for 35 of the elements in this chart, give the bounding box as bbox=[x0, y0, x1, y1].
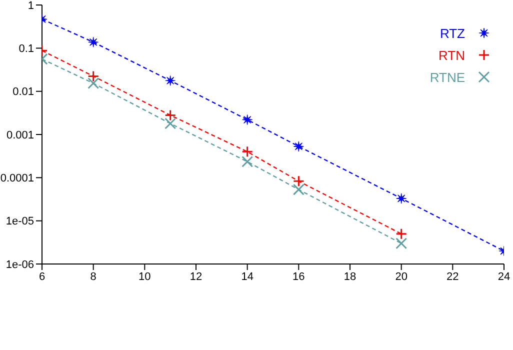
point bbox=[242, 156, 254, 168]
point bbox=[165, 75, 176, 86]
x-tick-label: 22 bbox=[446, 270, 459, 283]
legend-label: RTZ bbox=[440, 26, 465, 40]
point bbox=[293, 141, 304, 152]
point bbox=[242, 146, 254, 158]
x-tick-label: 18 bbox=[344, 270, 356, 283]
y-tick-label: 0.0001 bbox=[0, 172, 34, 185]
y-tick-label: 0.001 bbox=[6, 129, 34, 142]
point bbox=[292, 175, 304, 187]
legend-label: RTN bbox=[438, 48, 465, 62]
point bbox=[292, 184, 304, 196]
x-tick-label: 20 bbox=[395, 270, 408, 283]
point bbox=[396, 238, 408, 250]
x-tick-label: 10 bbox=[138, 270, 151, 283]
legend-label: RTNE bbox=[430, 70, 465, 84]
x-tick-label: 12 bbox=[190, 270, 202, 283]
y-tick-label: 0.01 bbox=[12, 86, 34, 98]
x-tick-label: 24 bbox=[498, 270, 510, 283]
point bbox=[164, 109, 176, 121]
point bbox=[164, 118, 176, 130]
point bbox=[88, 77, 100, 89]
point bbox=[88, 36, 99, 48]
y-tick-label: 1e-05 bbox=[6, 216, 34, 228]
point bbox=[396, 228, 408, 240]
point bbox=[88, 70, 100, 82]
point bbox=[396, 193, 407, 204]
point bbox=[242, 114, 253, 126]
y-tick-label: 0.1 bbox=[18, 43, 34, 56]
y-tick-label: 1e-06 bbox=[6, 258, 34, 271]
x-tick-label: 6 bbox=[38, 270, 46, 283]
y-tick-label: 1 bbox=[28, 0, 34, 12]
x-tick-label: 14 bbox=[241, 270, 254, 283]
x-tick-label: 8 bbox=[90, 270, 96, 283]
x-tick-label: 16 bbox=[292, 270, 305, 283]
